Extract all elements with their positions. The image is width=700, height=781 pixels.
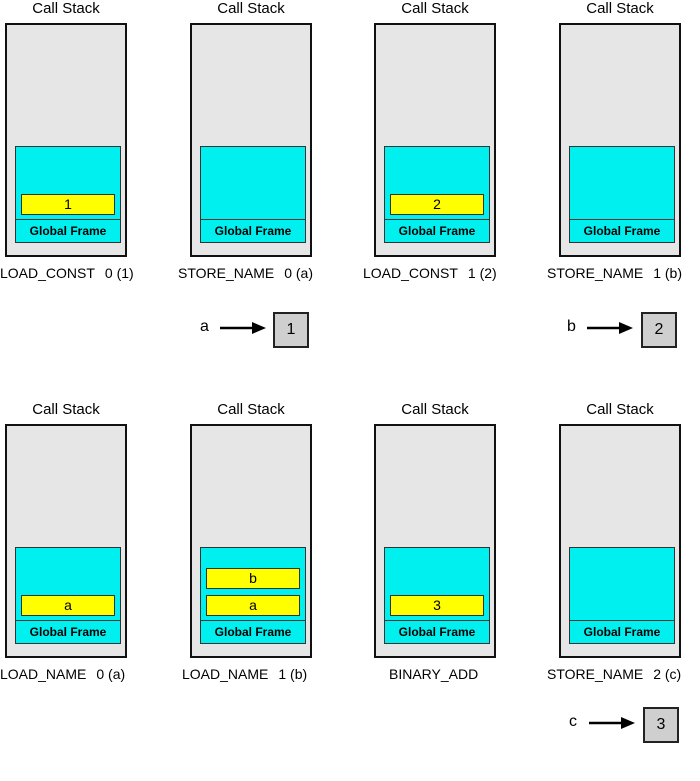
panel-store-name-b: Call Stack Global Frame STORE_NAME 1 (b) xyxy=(547,0,683,380)
instruction: BINARY_ADD xyxy=(389,666,559,683)
global-frame: 1 Global Frame xyxy=(15,146,121,243)
global-frame: Global Frame xyxy=(569,146,675,243)
instruction: LOAD_NAME 1 (b) xyxy=(182,666,352,683)
variable-name: b xyxy=(567,318,576,335)
global-frame-label: Global Frame xyxy=(570,219,674,242)
call-stack: Global Frame xyxy=(559,424,681,658)
global-frame-label: Global Frame xyxy=(570,620,674,643)
instruction: STORE_NAME 2 (c) xyxy=(547,666,700,683)
call-stack-title: Call Stack xyxy=(32,0,100,17)
stack-cell: 2 xyxy=(390,194,484,215)
oparg: 0 (a) xyxy=(96,666,126,682)
global-frame-label: Global Frame xyxy=(201,620,305,643)
call-stack: 2 Global Frame xyxy=(374,23,496,257)
global-frame-label: Global Frame xyxy=(385,219,489,242)
global-frame: b a Global Frame xyxy=(200,547,306,644)
global-frame-label: Global Frame xyxy=(201,219,305,242)
binding-c: c 3 xyxy=(569,707,700,743)
call-stack-title: Call Stack xyxy=(586,401,654,418)
stack-cell: a xyxy=(206,595,300,616)
arrow-right-icon xyxy=(220,322,266,334)
oparg: 1 (b) xyxy=(653,265,683,281)
call-stack: a Global Frame xyxy=(5,424,127,658)
stack-cell: a xyxy=(21,595,115,616)
call-stack: 1 Global Frame xyxy=(5,23,127,257)
panel-load-const-2: Call Stack 2 Global Frame LOAD_CONST 1 (2… xyxy=(363,0,498,380)
value-box: 1 xyxy=(273,312,309,348)
instruction: LOAD_CONST 0 (1) xyxy=(0,265,170,282)
opcode: BINARY_ADD xyxy=(389,666,479,682)
call-stack: Global Frame xyxy=(559,23,681,257)
binding-a: a 1 xyxy=(200,312,340,348)
binding-b: b 2 xyxy=(567,312,700,348)
call-stack-title: Call Stack xyxy=(586,0,654,17)
global-frame: Global Frame xyxy=(200,146,306,243)
value-box: 3 xyxy=(643,707,679,743)
global-frame-label: Global Frame xyxy=(16,620,120,643)
instruction: LOAD_NAME 0 (a) xyxy=(0,666,170,683)
stack-cell: 3 xyxy=(390,595,484,616)
oparg: 0 (a) xyxy=(284,265,314,281)
global-frame: Global Frame xyxy=(569,547,675,644)
variable-name: c xyxy=(569,713,577,730)
opcode: STORE_NAME xyxy=(178,265,275,281)
panel-load-name-a: Call Stack a Global Frame LOAD_NAME 0 (a) xyxy=(0,401,129,781)
arrow-right-icon xyxy=(589,717,635,729)
panel-load-const-1: Call Stack 1 Global Frame LOAD_CONST 0 (1… xyxy=(0,0,134,380)
call-stack-title: Call Stack xyxy=(401,0,469,17)
panel-binary-add: Call Stack 3 Global Frame BINARY_ADD xyxy=(372,401,498,781)
opcode: LOAD_CONST xyxy=(363,265,458,281)
value-box: 2 xyxy=(641,312,677,348)
call-stack-title: Call Stack xyxy=(217,0,285,17)
global-frame: 3 Global Frame xyxy=(384,547,490,644)
opcode: STORE_NAME xyxy=(547,265,644,281)
arrow-right-icon xyxy=(587,322,633,334)
call-stack: b a Global Frame xyxy=(190,424,312,658)
opcode: LOAD_NAME xyxy=(0,666,87,682)
instruction: STORE_NAME 0 (a) xyxy=(178,265,348,282)
opcode: LOAD_CONST xyxy=(0,265,95,281)
opcode: LOAD_NAME xyxy=(182,666,269,682)
variable-name: a xyxy=(200,318,209,335)
oparg: 1 (b) xyxy=(278,666,308,682)
global-frame: 2 Global Frame xyxy=(384,146,490,243)
instruction: LOAD_CONST 1 (2) xyxy=(363,265,533,282)
oparg: 0 (1) xyxy=(104,265,134,281)
global-frame: a Global Frame xyxy=(15,547,121,644)
call-stack: 3 Global Frame xyxy=(374,424,496,658)
stack-cell: b xyxy=(206,568,300,589)
oparg: 1 (2) xyxy=(467,265,497,281)
oparg: 2 (c) xyxy=(653,666,682,682)
global-frame-label: Global Frame xyxy=(385,620,489,643)
call-stack: Global Frame xyxy=(190,23,312,257)
instruction: STORE_NAME 1 (b) xyxy=(547,265,700,282)
panel-load-name-b: Call Stack b a Global Frame LOAD_NAME 1 (… xyxy=(182,401,314,781)
global-frame-label: Global Frame xyxy=(16,219,120,242)
call-stack-title: Call Stack xyxy=(401,401,469,418)
panel-store-name-c: Call Stack Global Frame STORE_NAME 2 (c) xyxy=(547,401,683,781)
stack-cell: 1 xyxy=(21,194,115,215)
panel-store-name-a: Call Stack Global Frame STORE_NAME 0 (a) xyxy=(178,0,314,380)
call-stack-title: Call Stack xyxy=(32,401,100,418)
call-stack-title: Call Stack xyxy=(217,401,285,418)
opcode: STORE_NAME xyxy=(547,666,644,682)
